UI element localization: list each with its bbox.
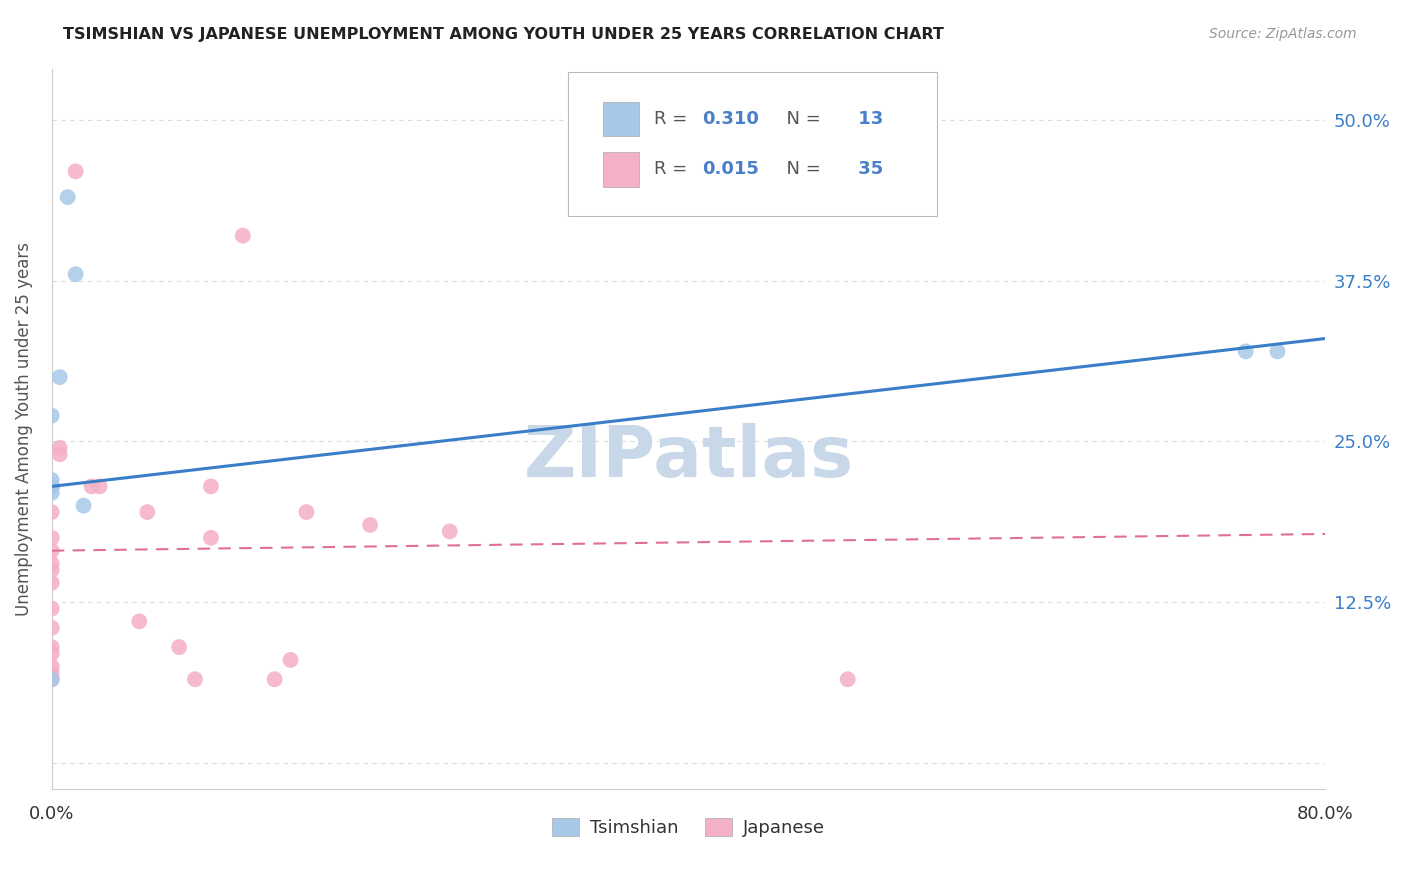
Point (295, 505, 318, 519)
Point (72, 499, 94, 513)
Point (41, 659, 63, 673)
Point (837, 672, 859, 686)
Point (56, 190, 79, 204)
Point (200, 531, 222, 545)
Point (41, 473, 63, 487)
Point (48, 447, 70, 461)
Point (41, 479, 63, 493)
Point (89, 479, 111, 493)
Y-axis label: Unemployment Among Youth under 25 years: Unemployment Among Youth under 25 years (15, 242, 32, 615)
Point (167, 640, 190, 654)
Point (128, 615, 150, 629)
Text: ZIPatlas: ZIPatlas (523, 423, 853, 491)
Point (41, 479, 63, 493)
Point (41, 485, 63, 500)
Point (41, 479, 63, 493)
Legend: Tsimshian, Japanese: Tsimshian, Japanese (544, 811, 832, 845)
Bar (603, 152, 638, 186)
Point (439, 524, 461, 539)
Point (41, 575, 63, 590)
Point (65, 267, 87, 281)
Text: TSIMSHIAN VS JAPANESE UNEMPLOYMENT AMONG YOUTH UNDER 25 YEARS CORRELATION CHART: TSIMSHIAN VS JAPANESE UNEMPLOYMENT AMONG… (63, 27, 945, 42)
Point (41, 640, 63, 654)
Point (41, 479, 63, 493)
Point (232, 228, 254, 243)
Text: Source: ZipAtlas.com: Source: ZipAtlas.com (1209, 27, 1357, 41)
Text: R =: R = (654, 161, 693, 178)
Point (41, 409, 63, 423)
Text: R =: R = (654, 110, 693, 128)
Point (41, 672, 63, 686)
Point (65, 164, 87, 178)
Point (41, 621, 63, 635)
Point (200, 479, 222, 493)
Point (1234, 344, 1257, 359)
Point (263, 672, 285, 686)
Point (48, 441, 70, 455)
Point (184, 672, 207, 686)
Point (41, 563, 63, 577)
Point (136, 505, 159, 519)
Point (41, 601, 63, 615)
Bar (603, 102, 638, 136)
Text: 0.015: 0.015 (703, 161, 759, 178)
Point (41, 505, 63, 519)
Point (41, 479, 63, 493)
Point (41, 479, 63, 493)
Point (359, 518, 381, 533)
Point (41, 672, 63, 686)
Point (41, 543, 63, 558)
Point (41, 557, 63, 571)
Text: N =: N = (775, 161, 821, 178)
Point (1267, 344, 1289, 359)
Point (41, 531, 63, 545)
Text: 35: 35 (852, 161, 883, 178)
Text: 13: 13 (852, 110, 883, 128)
Point (41, 479, 63, 493)
FancyBboxPatch shape (568, 72, 936, 216)
Point (41, 665, 63, 680)
Point (280, 653, 302, 667)
Point (48, 370, 70, 384)
Text: 0.310: 0.310 (703, 110, 759, 128)
Point (80, 479, 103, 493)
Text: N =: N = (775, 110, 821, 128)
Point (41, 647, 63, 661)
